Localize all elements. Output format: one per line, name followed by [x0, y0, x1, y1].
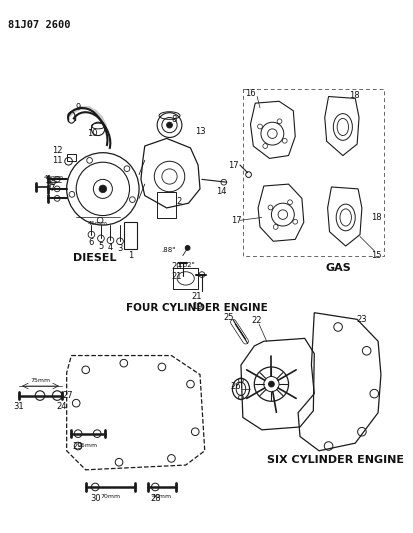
Text: 13: 13 — [194, 127, 205, 136]
Text: 5: 5 — [98, 241, 103, 251]
Bar — [66, 154, 76, 161]
Text: 27: 27 — [62, 391, 72, 400]
Text: 8: 8 — [171, 115, 176, 124]
Bar — [242, 89, 383, 255]
Text: 2: 2 — [176, 197, 181, 206]
Circle shape — [99, 185, 107, 193]
Text: 18: 18 — [348, 91, 359, 100]
Text: 1: 1 — [128, 251, 133, 260]
Text: 3: 3 — [117, 245, 122, 253]
Text: 21: 21 — [191, 292, 202, 301]
Text: 29: 29 — [73, 442, 83, 451]
Text: 28: 28 — [150, 494, 160, 503]
Circle shape — [268, 381, 274, 387]
Text: 22: 22 — [251, 316, 262, 325]
Text: GAS: GAS — [325, 263, 350, 273]
Text: 11: 11 — [52, 156, 62, 165]
Text: 40mm: 40mm — [152, 494, 171, 499]
Text: FOUR CYLINDER ENGINE: FOUR CYLINDER ENGINE — [126, 303, 267, 313]
Text: 81J07 2600: 81J07 2600 — [7, 20, 70, 30]
Text: 26: 26 — [230, 382, 241, 391]
Text: 23: 23 — [356, 315, 366, 324]
Bar — [123, 222, 137, 249]
Text: 12: 12 — [52, 146, 62, 155]
Text: 30: 30 — [90, 494, 100, 503]
Text: 17: 17 — [230, 216, 241, 225]
Text: 9: 9 — [75, 103, 81, 112]
Text: 19: 19 — [191, 302, 202, 311]
Text: 6: 6 — [88, 238, 94, 247]
Text: 31: 31 — [14, 402, 24, 411]
Circle shape — [185, 246, 190, 251]
Circle shape — [166, 122, 172, 128]
Text: .88": .88" — [161, 247, 175, 253]
Text: 75mm: 75mm — [31, 378, 51, 383]
Bar — [173, 268, 197, 289]
Text: 14: 14 — [215, 187, 225, 196]
Text: 15: 15 — [370, 251, 380, 260]
Text: 1.62": 1.62" — [176, 262, 195, 268]
Text: 20: 20 — [171, 262, 182, 271]
Text: 18: 18 — [370, 213, 380, 222]
Text: DIESEL: DIESEL — [74, 253, 117, 263]
Text: 7: 7 — [50, 184, 55, 193]
Text: 24: 24 — [57, 402, 67, 411]
Text: 25mm: 25mm — [77, 442, 97, 448]
Text: 45mm: 45mm — [88, 221, 108, 225]
Text: 40mm: 40mm — [43, 175, 63, 180]
Text: 4: 4 — [108, 244, 113, 253]
Text: 21: 21 — [171, 272, 182, 281]
Text: 16: 16 — [244, 89, 255, 98]
Text: 17: 17 — [228, 160, 238, 169]
Text: SIX CYLINDER ENGINE: SIX CYLINDER ENGINE — [266, 455, 403, 465]
Text: 10: 10 — [87, 129, 97, 138]
Bar — [157, 192, 176, 219]
Text: 70mm: 70mm — [100, 494, 120, 499]
Text: 25: 25 — [223, 313, 233, 322]
